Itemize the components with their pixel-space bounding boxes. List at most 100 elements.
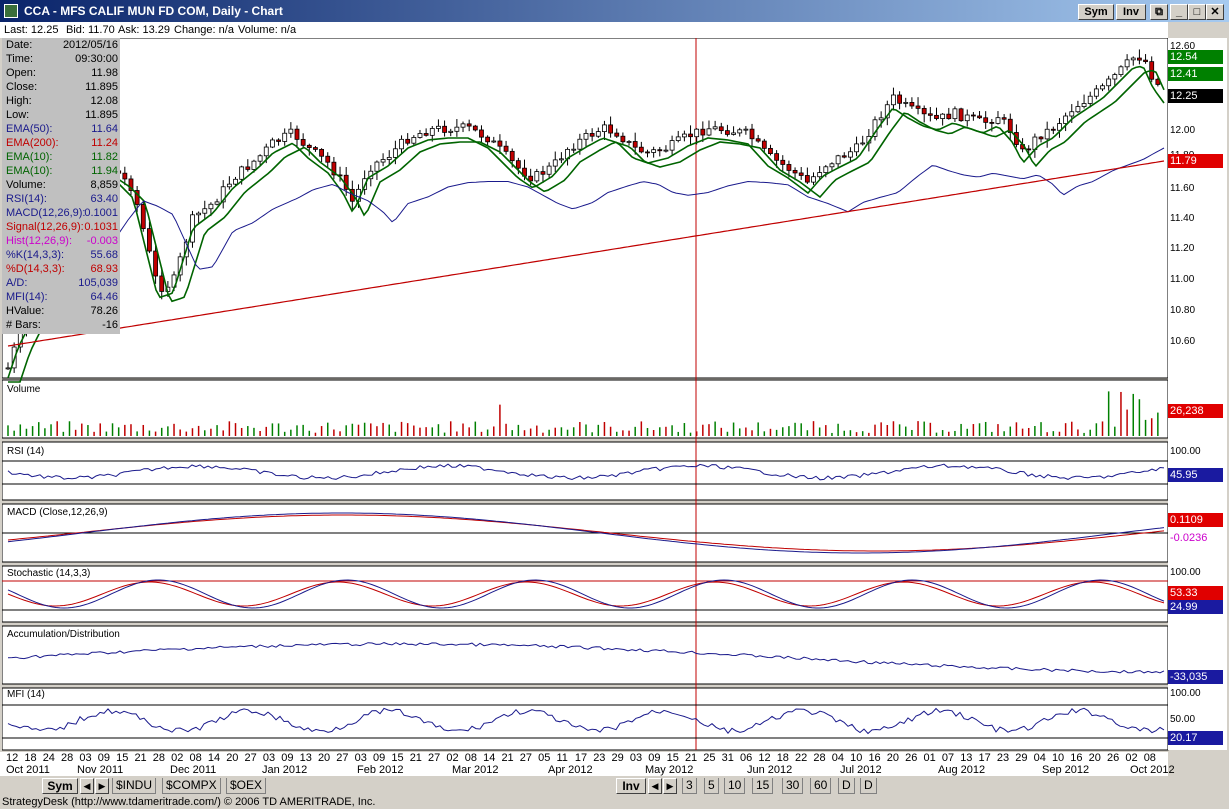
candle-body: [749, 128, 755, 140]
date-tick: 28: [61, 752, 74, 764]
candle-body: [571, 148, 577, 151]
price-tick: 12.60: [1170, 41, 1196, 52]
date-tick: 21: [501, 752, 514, 764]
rsi-badge: 45.95: [1168, 468, 1223, 482]
candle-body: [878, 117, 884, 121]
date-tick: 04: [831, 752, 844, 764]
candle-body: [804, 175, 810, 183]
volume-badge: 26,238: [1168, 404, 1223, 418]
candle-body: [602, 124, 607, 133]
interval-5[interactable]: 5: [704, 778, 719, 794]
sym-button[interactable]: Sym: [1078, 4, 1114, 20]
candle-body: [577, 138, 583, 150]
candle-body: [257, 155, 263, 162]
sym-tab-button[interactable]: Sym: [42, 778, 78, 794]
interval-daily[interactable]: D: [838, 778, 855, 794]
candle-body: [380, 159, 386, 163]
tab-indu[interactable]: $INDU: [112, 778, 157, 794]
chart-canvas[interactable]: [2, 38, 1227, 770]
tab-compx[interactable]: $COMPX: [162, 778, 221, 794]
date-tick: 20: [317, 752, 331, 764]
interval-left-icon[interactable]: ◀: [648, 778, 662, 794]
candle-body: [460, 123, 466, 128]
interval-daily-alt[interactable]: D: [860, 778, 877, 794]
interval-3[interactable]: 3: [682, 778, 697, 794]
data-row: Hist(12,26,9): -0.003: [6, 234, 118, 248]
candle-body: [405, 138, 411, 144]
price-tick: 11.40: [1170, 213, 1195, 224]
chart-pane: [2, 687, 1169, 751]
data-row-label: MACD(12,26,9):: [6, 207, 86, 219]
candle-body: [245, 166, 251, 170]
status-bar: StrategyDesk (http://www.tdameritrade.co…: [0, 795, 1229, 809]
date-tick: 27: [428, 752, 441, 764]
candle-body: [1093, 88, 1099, 97]
data-row-label: Close:: [6, 81, 38, 93]
scroll-right-icon[interactable]: ▶: [95, 778, 109, 794]
stoch-d-line: [7, 581, 1165, 607]
scroll-left-icon[interactable]: ◀: [80, 778, 94, 794]
candle-body: [663, 149, 669, 152]
restore-window-icon[interactable]: ⧉: [1150, 4, 1168, 20]
date-tick: 28: [152, 752, 166, 764]
maximize-icon[interactable]: □: [1188, 4, 1206, 20]
minimize-icon[interactable]: _: [1170, 4, 1188, 20]
interval-30[interactable]: 30: [782, 778, 804, 794]
mfi-panel-label: MFI (14): [7, 689, 45, 700]
ad-badge: -33,035: [1168, 670, 1223, 684]
date-tick: 25: [703, 752, 716, 764]
candle-body: [472, 125, 478, 131]
interval-60[interactable]: 60: [810, 778, 832, 794]
close-icon[interactable]: ✕: [1206, 4, 1224, 20]
date-tick: 10: [1051, 752, 1065, 764]
date-tick: 23: [996, 752, 1010, 764]
ema10-slow-badge: 12.41: [1168, 67, 1223, 81]
candle-body: [239, 166, 245, 180]
candle-body: [294, 128, 300, 140]
candle-body: [331, 161, 337, 176]
date-tick: 03: [262, 752, 276, 764]
date-tick: 03: [79, 752, 92, 764]
candle-body: [528, 175, 534, 182]
data-row-label: EMA(50):: [6, 123, 53, 135]
candle-body: [1118, 66, 1124, 75]
candle-body: [1081, 103, 1087, 107]
candle-body: [1137, 57, 1142, 61]
candle-body: [233, 178, 238, 185]
data-row: MACD(12,26,9): 0.1001: [6, 206, 118, 220]
data-row: Close: 11.895: [6, 80, 118, 94]
month-label: Sep 2012: [1042, 764, 1090, 776]
date-tick: 13: [299, 752, 312, 764]
date-tick: 14: [207, 752, 221, 764]
date-tick: 26: [905, 752, 918, 764]
chart-pane: [2, 441, 1169, 501]
inv-tab-button[interactable]: Inv: [616, 778, 646, 794]
date-tick: 12: [6, 752, 19, 764]
interval-15[interactable]: 15: [752, 778, 774, 794]
tab-oex[interactable]: $OEX: [226, 778, 267, 794]
candle-body: [952, 108, 958, 120]
interval-right-icon[interactable]: ▶: [663, 778, 677, 794]
data-row-label: High:: [6, 95, 32, 107]
ask-price: Ask: 13.29: [118, 24, 170, 36]
date-tick: 08: [464, 752, 477, 764]
data-row-label: RSI(14):: [6, 193, 47, 205]
rsi-scale-top: 100.00: [1170, 446, 1201, 457]
mfi-line: [7, 707, 1165, 735]
interval-10[interactable]: 10: [724, 778, 746, 794]
candle-body: [546, 165, 552, 175]
candle-body: [411, 137, 417, 144]
candle-body: [288, 128, 294, 134]
inv-button[interactable]: Inv: [1116, 4, 1146, 20]
last-price-badge: 12.25: [1168, 89, 1223, 103]
month-label: Feb 2012: [357, 764, 404, 776]
app-icon: [4, 4, 18, 18]
candle-body: [909, 102, 915, 107]
data-row-value: -16: [102, 319, 118, 331]
data-row: Date: 2012/05/16: [6, 38, 118, 52]
date-tick: 22: [795, 752, 808, 764]
candle-body: [669, 140, 675, 151]
date-tick: 01: [923, 752, 936, 764]
bottom-toolbar: Sym ◀ ▶ $INDU $COMPX $OEX Inv ◀ ▶ 3 5 10…: [0, 777, 1229, 795]
candle-body: [276, 139, 281, 142]
